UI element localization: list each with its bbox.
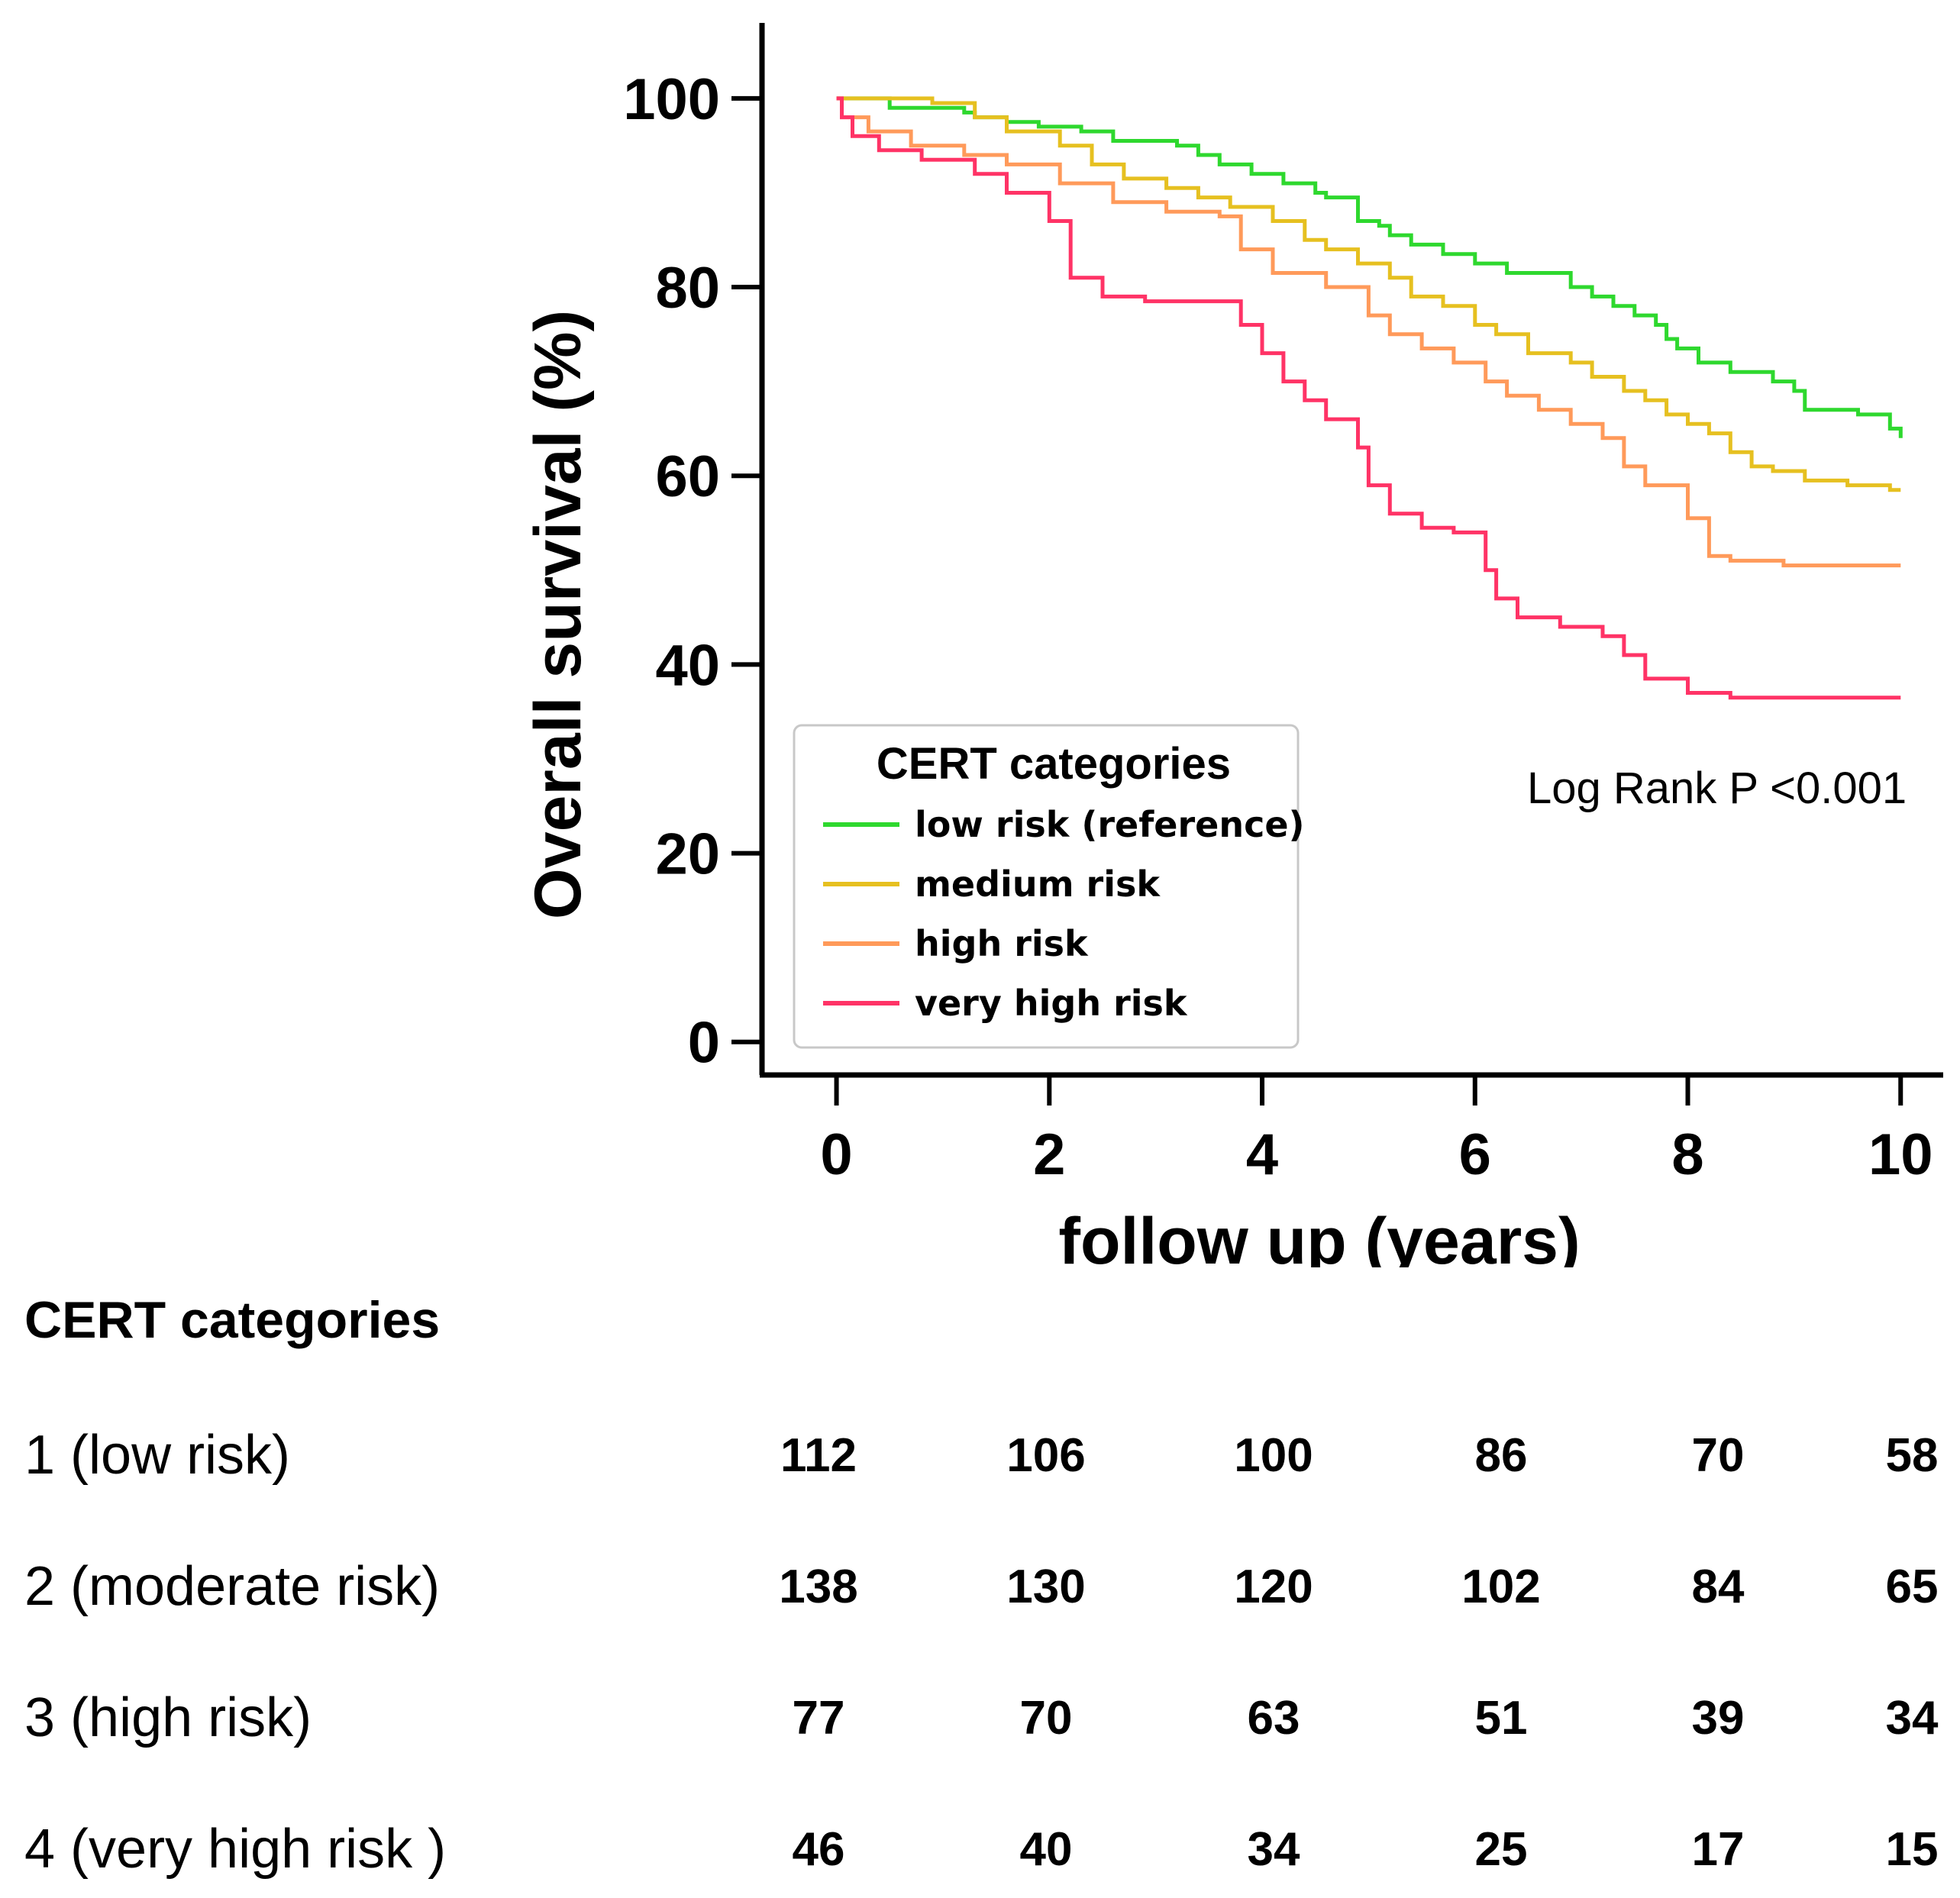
risk-table-cell: 65 [1885,1561,1939,1613]
risk-table-cell: 138 [779,1561,858,1613]
series-lines [836,96,1903,700]
risk-table-cell: 84 [1691,1561,1745,1613]
log-rank-annotation: Log Rank P <0.001 [1527,763,1907,813]
y-tick-label-80: 80 [655,256,720,321]
risk-table-cell: 86 [1474,1429,1528,1482]
risk-table-cell: 63 [1247,1692,1300,1745]
risk-table-row: 3 (high risk) 77 70 63 51 39 34 [0,1687,1960,1755]
risk-table-row: 1 (low risk) 112 106 100 86 70 58 [0,1424,1960,1493]
risk-table-row: 4 (very high risk ) 46 40 34 25 17 15 [0,1818,1960,1887]
risk-table-cell: 58 [1885,1429,1939,1482]
legend-title: CERT categories [877,739,1231,789]
risk-table-row: 2 (moderate risk) 138 130 120 102 84 65 [0,1555,1960,1624]
risk-table-cell: 25 [1474,1823,1528,1876]
risk-table-cell: 17 [1691,1823,1745,1876]
series-line-2 [836,96,1901,492]
risk-row-label: 1 (low risk) [24,1425,291,1486]
series-line-1 [836,96,1903,438]
risk-row-label: 2 (moderate risk) [24,1556,441,1617]
x-tick-label-6: 6 [1459,1122,1491,1187]
series-line-4 [836,96,1901,700]
axes: 0 20 40 60 80 100 0 2 4 6 8 10 [623,23,1943,1187]
x-tick-label-4: 4 [1246,1122,1278,1187]
survival-chart: 0 20 40 60 80 100 0 2 4 6 8 10 Overall survival (%)… [521,23,1943,1267]
risk-table-cell: 46 [792,1823,845,1876]
y-axis-title: Overall survival (%) [521,310,595,919]
risk-table-cell: 120 [1234,1561,1313,1613]
risk-row-label: 4 (very high risk ) [24,1819,447,1880]
risk-table-cell: 100 [1234,1429,1313,1482]
risk-table-cell: 39 [1691,1692,1745,1745]
x-tick-label-0: 0 [820,1122,852,1187]
y-tick-label-0: 0 [688,1011,720,1076]
risk-table-cell: 51 [1474,1692,1528,1745]
y-tick-label-20: 20 [655,822,720,887]
y-tick-label-100: 100 [623,67,720,132]
legend-box [793,724,1300,1049]
x-tick-label-8: 8 [1671,1122,1703,1187]
risk-table-cell: 15 [1885,1823,1939,1876]
risk-table-heading: CERT categories [24,1291,441,1349]
x-tick-label-2: 2 [1033,1122,1065,1187]
risk-table-cell: 40 [1019,1823,1073,1876]
x-axis-title: follow up (years) [1058,1205,1580,1267]
legend-label-1: low risk (reference) [915,804,1305,845]
risk-table-cell: 70 [1691,1429,1745,1482]
risk-table-cell: 34 [1885,1692,1939,1745]
risk-table-cell: 106 [1006,1429,1086,1482]
y-tick-label-40: 40 [655,633,720,698]
risk-table-cell: 70 [1019,1692,1073,1745]
risk-table-cell: 77 [792,1692,845,1745]
series-line-3 [836,96,1901,568]
risk-table-cell: 102 [1461,1561,1541,1613]
risk-row-label: 3 (high risk) [24,1687,312,1748]
y-tick-label-60: 60 [655,444,720,509]
risk-table-cell: 130 [1006,1561,1086,1613]
x-tick-label-10: 10 [1868,1122,1933,1187]
legend-label-3: high risk [915,923,1089,964]
legend-label-2: medium risk [915,863,1161,905]
legend: CERT categories low risk (reference) medi… [793,724,1305,1049]
legend-label-4: very high risk [915,983,1188,1024]
risk-table-cell: 34 [1247,1823,1300,1876]
risk-table-cell: 112 [780,1429,857,1482]
